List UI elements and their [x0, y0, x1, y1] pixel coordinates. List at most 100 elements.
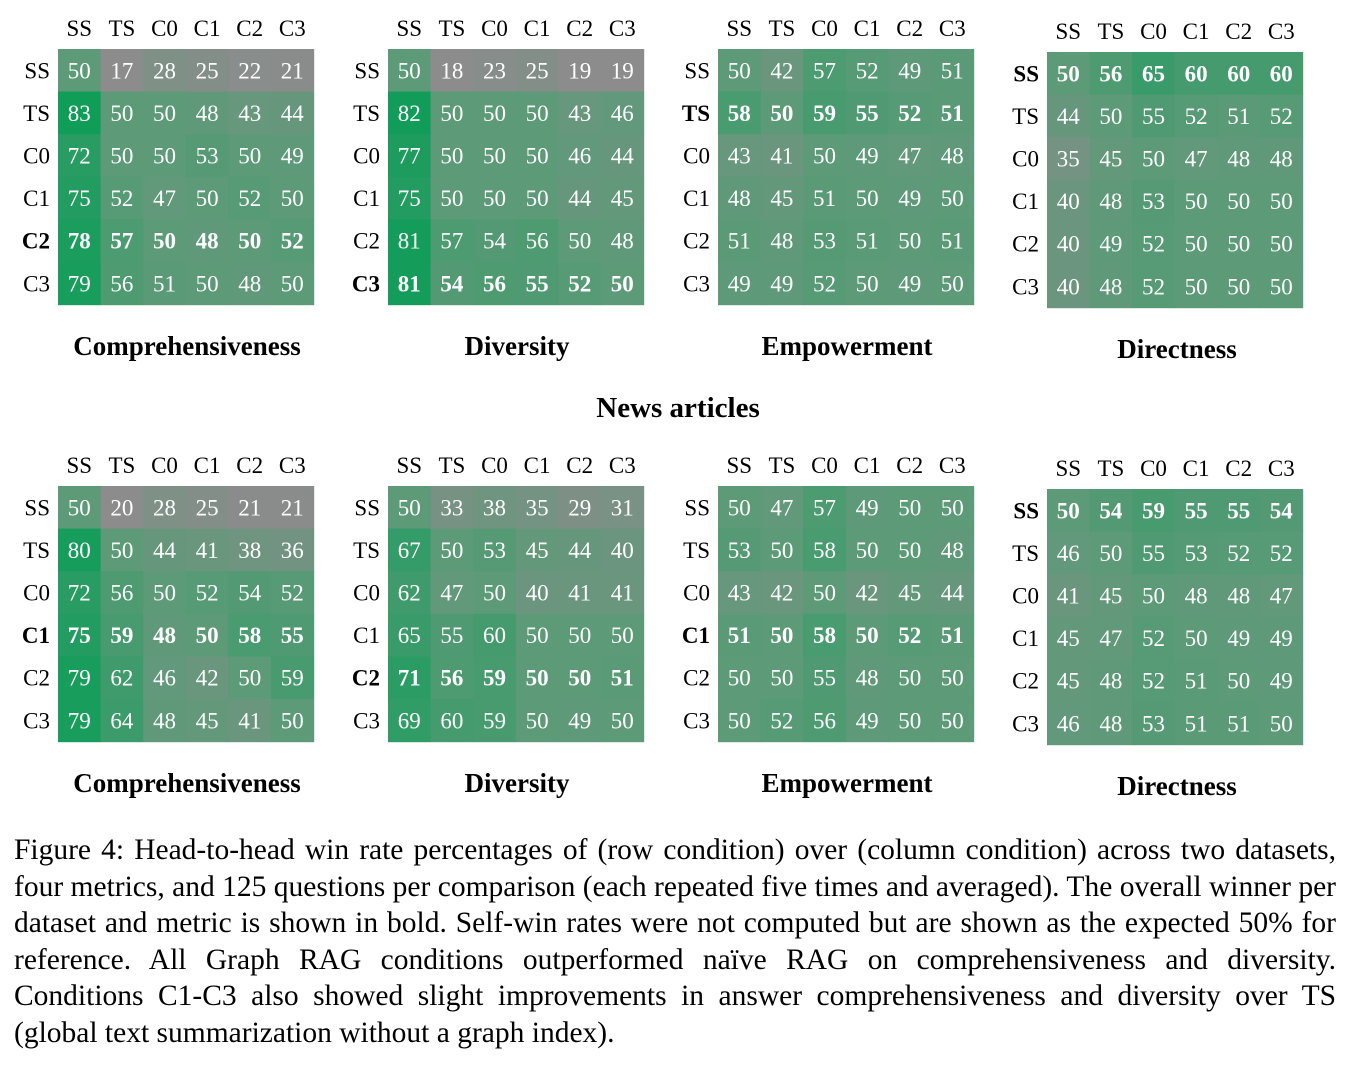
- row-label: C1: [683, 186, 710, 211]
- column-label: C2: [566, 16, 593, 41]
- heatmap-cell: [185, 528, 229, 572]
- cell-value-label: 40: [611, 538, 634, 563]
- heatmap-cell: [143, 262, 187, 306]
- heatmap-cell: [1089, 531, 1133, 575]
- cell-value-label: 50: [398, 58, 421, 83]
- heatmap-cell: [760, 176, 804, 220]
- heatmap-cell: [601, 262, 645, 306]
- column-label: TS: [108, 16, 135, 41]
- cell-value-label: 45: [1099, 147, 1122, 172]
- row-label: C1: [1012, 626, 1039, 651]
- cell-value-label: 54: [1270, 498, 1294, 523]
- column-label: TS: [1097, 456, 1124, 481]
- heatmap-cell: [1132, 574, 1176, 618]
- cell-value-label: 83: [68, 101, 91, 126]
- cell-value-label: 45: [611, 186, 634, 211]
- heatmap-cell: [58, 219, 102, 263]
- cell-value-label: 55: [526, 271, 549, 296]
- heatmap-cell: [558, 699, 602, 743]
- cell-value-label: 50: [568, 229, 591, 254]
- cell-value-label: 45: [526, 538, 549, 563]
- heatmap-title-empowerment-bottom: Empowerment: [761, 768, 933, 798]
- cell-value-label: 58: [813, 623, 836, 648]
- cell-value-label: 21: [238, 495, 261, 520]
- heatmap-cell: [803, 486, 847, 530]
- heatmap-cell: [760, 486, 804, 530]
- heatmap-cell: [143, 176, 187, 220]
- row-label: C0: [683, 144, 710, 169]
- cell-value-label: 48: [941, 538, 964, 563]
- cell-value-label: 46: [1057, 711, 1080, 736]
- cell-value-label: 41: [196, 538, 219, 563]
- heatmap-cell: [515, 134, 559, 178]
- heatmap-cell: [1217, 531, 1261, 575]
- cell-value-label: 50: [110, 101, 133, 126]
- row-label: C3: [683, 708, 710, 733]
- heatmap-cell: [803, 571, 847, 615]
- heatmap-cell: [100, 262, 144, 306]
- cell-value-label: 50: [196, 623, 219, 648]
- heatmap-cell: [1047, 531, 1091, 575]
- heatmap-directness-top: SS TS C0 C1 C2 C3 SS 50 56 65 60 60 60 TS 44 50 55 52 51 52…: [1012, 19, 1304, 309]
- heatmap-diversity-bottom: SS TS C0 C1 C2 C3 SS 50 33 38 35 29 31 TS 67 50 53 45 44 40…: [352, 453, 645, 743]
- row-label: C2: [1012, 232, 1039, 257]
- heatmap-cell: [1132, 616, 1176, 660]
- cell-value-label: 50: [440, 186, 463, 211]
- cell-value-label: 50: [1099, 541, 1122, 566]
- row-label: C1: [1012, 189, 1039, 214]
- heatmap-cell: [718, 49, 762, 93]
- cell-value-label: 52: [770, 708, 793, 733]
- cell-value-label: 57: [813, 58, 836, 83]
- cell-value-label: 19: [611, 58, 634, 83]
- cell-value-label: 29: [568, 495, 591, 520]
- heatmap-cell: [271, 91, 315, 135]
- heatmap-cell: [58, 134, 102, 178]
- cell-value-label: 48: [728, 186, 751, 211]
- cell-value-label: 49: [856, 144, 879, 169]
- cell-value-label: 48: [238, 271, 261, 296]
- heatmap-cell: [388, 613, 432, 657]
- heatmap-cell: [473, 262, 517, 306]
- cell-value-label: 50: [526, 708, 549, 733]
- heatmap-empowerment-top: SS TS C0 C1 C2 C3 SS 50 42 57 52 49 51 TS 58 50 59 55 52 51…: [682, 16, 975, 306]
- cell-value-label: 50: [813, 581, 836, 606]
- cell-value-label: 40: [1057, 189, 1080, 214]
- heatmap-cell: [888, 91, 932, 135]
- cell-value-label: 50: [483, 186, 506, 211]
- heatmap-cell: [58, 571, 102, 615]
- row-label: SS: [24, 58, 50, 83]
- heatmap-cell: [1132, 94, 1176, 138]
- cell-value-label: 50: [153, 229, 176, 254]
- cell-value-label: 44: [568, 538, 592, 563]
- heatmap-cell: [1174, 702, 1218, 746]
- heatmap-cell: [558, 486, 602, 530]
- heatmap-cell: [430, 219, 474, 263]
- heatmap-cell: [601, 91, 645, 135]
- heatmap-cell: [845, 176, 889, 220]
- cell-value-label: 49: [856, 495, 879, 520]
- cell-value-label: 50: [941, 666, 964, 691]
- heatmap-cell: [1047, 94, 1091, 138]
- heatmap-cell: [1089, 52, 1133, 96]
- row-label: TS: [23, 101, 50, 126]
- cell-value-label: 52: [1227, 541, 1250, 566]
- heatmap-cell: [143, 134, 187, 178]
- heatmap-cell: [473, 176, 517, 220]
- cell-value-label: 50: [440, 144, 463, 169]
- heatmap-cell: [515, 528, 559, 572]
- heatmap-cell: [1174, 265, 1218, 309]
- heatmap-cell: [718, 219, 762, 263]
- cell-value-label: 51: [728, 623, 751, 648]
- cell-value-label: 53: [813, 229, 836, 254]
- heatmap-cell: [1260, 531, 1304, 575]
- cell-value-label: 60: [1227, 61, 1250, 86]
- cell-value-label: 57: [110, 229, 133, 254]
- row-label: C0: [353, 144, 380, 169]
- heatmap-cell: [888, 528, 932, 572]
- heatmap-cell: [1132, 52, 1176, 96]
- cell-value-label: 50: [770, 101, 793, 126]
- heatmap-cell: [1089, 179, 1133, 223]
- cell-value-label: 48: [1185, 584, 1208, 609]
- heatmap-cell: [931, 486, 975, 530]
- heatmap-cell: [271, 571, 315, 615]
